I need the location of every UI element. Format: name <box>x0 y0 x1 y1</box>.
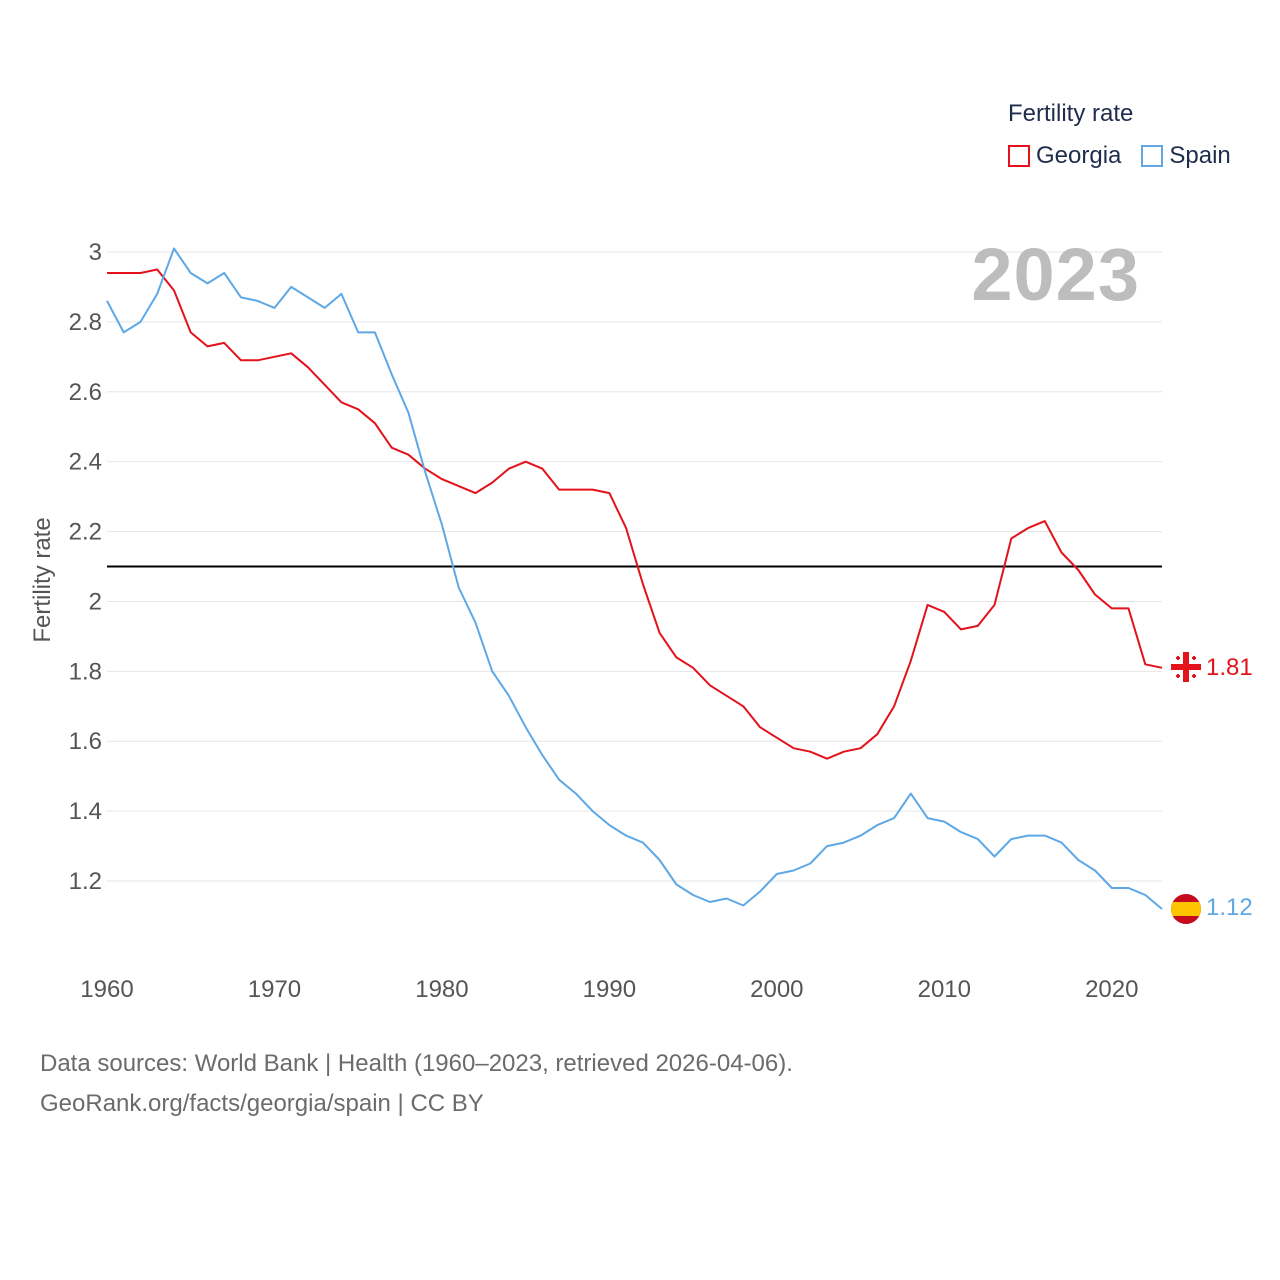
y-tick-label: 2 <box>89 588 102 615</box>
georgia-flag-icon <box>1171 652 1201 682</box>
year-label: 2023 <box>971 233 1140 316</box>
data-sources-text: Data sources: World Bank | Health (1960–… <box>40 1050 793 1077</box>
y-tick-label: 1.4 <box>69 798 102 825</box>
legend-item-spain[interactable]: Spain <box>1141 142 1231 170</box>
y-tick-label: 1.2 <box>69 868 102 895</box>
y-tick-label: 2.2 <box>69 519 102 546</box>
y-tick-label: 2.6 <box>69 379 102 406</box>
y-tick-label: 1.6 <box>69 728 102 755</box>
y-tick-label: 3 <box>89 239 102 266</box>
source-url-text[interactable]: GeoRank.org/facts/georgia/spain | CC BY <box>40 1090 484 1117</box>
x-tick-label: 1990 <box>583 976 636 1003</box>
legend-item-georgia[interactable]: Georgia <box>1008 142 1121 170</box>
x-tick-label: 1960 <box>80 976 133 1003</box>
legend-title: Fertility rate <box>1008 100 1134 127</box>
x-axis-ticks: 1960 1970 1980 1990 2000 2010 2020 <box>80 976 1138 1003</box>
series-lines <box>106 247 1163 910</box>
georgia-end-value-label: 1.81 <box>1206 654 1253 681</box>
gridlines <box>107 251 1162 882</box>
series-line-georgia[interactable] <box>107 268 1163 760</box>
y-tick-label: 2.4 <box>69 449 102 476</box>
x-tick-label: 1980 <box>415 976 468 1003</box>
x-tick-label: 2020 <box>1085 976 1138 1003</box>
y-axis-ticks: 1.2 1.4 1.6 1.8 2 2.2 2.4 2.6 2.8 3 <box>69 239 102 895</box>
footer: Data sources: World Bank | Health (1960–… <box>40 1044 793 1124</box>
y-axis-label: Fertility rate <box>29 517 56 642</box>
y-tick-label: 1.8 <box>69 658 102 685</box>
legend-label-georgia: Georgia <box>1036 142 1122 169</box>
x-tick-label: 2000 <box>750 976 803 1003</box>
spain-end-value-label: 1.12 <box>1206 894 1253 921</box>
legend: Georgia Spain <box>1008 142 1251 170</box>
legend-label-spain: Spain <box>1169 142 1231 169</box>
series-line-spain[interactable] <box>106 247 1163 910</box>
legend-swatch-spain <box>1141 145 1164 167</box>
spain-flag-icon <box>1171 894 1201 924</box>
legend-swatch-georgia <box>1008 145 1030 167</box>
x-tick-label: 1970 <box>248 976 301 1003</box>
x-tick-label: 2010 <box>918 976 971 1003</box>
y-tick-label: 2.8 <box>69 309 102 336</box>
